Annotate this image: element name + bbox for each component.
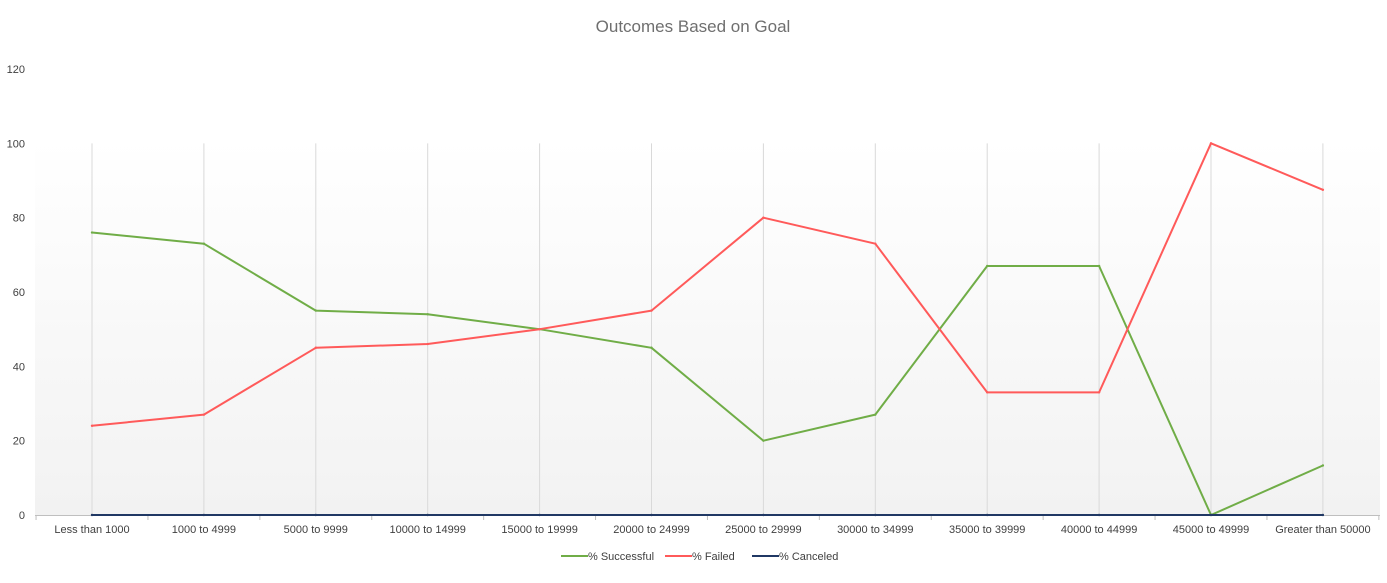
data-point [762, 439, 765, 442]
data-point [538, 513, 541, 517]
data-point [1321, 188, 1325, 191]
data-point [90, 231, 94, 234]
data-point [538, 327, 541, 331]
x-tick-label: Less than 1000 [54, 524, 129, 536]
data-point [650, 309, 653, 312]
x-tick-label: 40000 to 44999 [1061, 524, 1137, 536]
legend-label: % Canceled [779, 551, 838, 563]
data-point [986, 391, 989, 394]
data-point [90, 513, 94, 517]
data-point [874, 513, 877, 517]
data-point [1209, 142, 1213, 145]
y-tick-label: 60 [13, 287, 25, 299]
data-point [986, 264, 989, 268]
data-point [314, 513, 317, 517]
y-tick-label: 20 [13, 436, 25, 448]
series-lines [90, 142, 1325, 517]
chart-title: Outcomes Based on Goal [596, 17, 791, 36]
x-tick-label: 5000 to 9999 [284, 524, 348, 536]
data-point [1209, 513, 1213, 517]
data-point [1097, 264, 1101, 268]
y-tick-label: 0 [19, 510, 25, 522]
data-point [90, 424, 94, 427]
x-tick-label: Greater than 50000 [1275, 524, 1370, 536]
data-point [1321, 464, 1325, 467]
y-tick-label: 80 [13, 213, 25, 225]
x-tick-label: 30000 to 34999 [837, 524, 913, 536]
data-point [762, 216, 765, 219]
data-point [650, 346, 653, 349]
data-point [314, 346, 317, 349]
y-tick-label: 40 [13, 361, 25, 373]
data-point [874, 242, 877, 245]
data-point [1097, 513, 1101, 517]
data-point [314, 309, 317, 312]
y-tick-label: 120 [7, 64, 25, 76]
data-point [202, 513, 206, 517]
data-point [202, 242, 206, 245]
data-point [202, 413, 206, 416]
data-point [1321, 513, 1325, 517]
data-point [426, 513, 429, 517]
x-tick-label: 45000 to 49999 [1173, 524, 1249, 536]
data-point [426, 342, 429, 346]
data-point [1097, 391, 1101, 394]
x-tick-label: 35000 to 39999 [949, 524, 1025, 536]
data-point [762, 513, 765, 517]
legend-label: % Successful [588, 551, 654, 563]
legend-label: % Failed [692, 551, 735, 563]
series-line-0 [91, 231, 1324, 516]
plot-area-background [35, 140, 1380, 515]
x-tick-label: 20000 to 24999 [613, 524, 689, 536]
data-point [650, 513, 653, 517]
x-tick-label: 10000 to 14999 [389, 524, 465, 536]
x-tick-label: 1000 to 4999 [172, 524, 236, 536]
data-point [874, 413, 877, 416]
data-point [426, 313, 429, 316]
series-line-1 [91, 142, 1324, 427]
y-tick-label: 100 [7, 138, 25, 150]
x-tick-label: 15000 to 19999 [501, 524, 577, 536]
x-tick-label: 25000 to 29999 [725, 524, 801, 536]
legend: % Successful % Failed % Canceled [561, 551, 838, 563]
data-point [986, 513, 989, 517]
